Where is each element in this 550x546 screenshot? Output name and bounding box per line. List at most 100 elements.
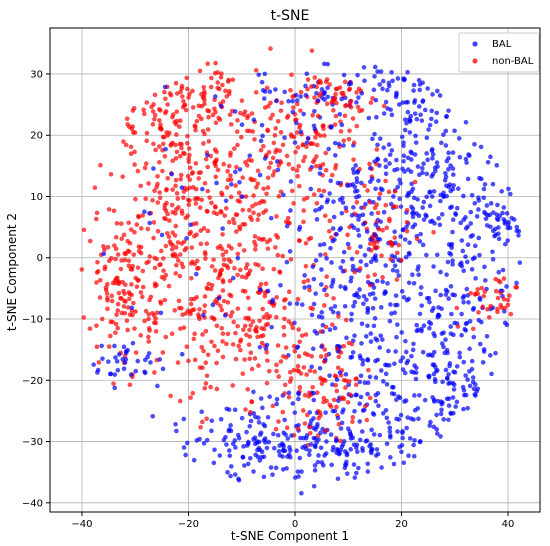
non-bal-point [190, 185, 196, 190]
non-bal-point [259, 237, 264, 242]
bal-point [415, 267, 420, 272]
bal-point [504, 284, 509, 289]
non-bal-point [255, 181, 261, 186]
bal-point [441, 417, 447, 422]
bal-point [427, 325, 432, 331]
non-bal-point [142, 165, 148, 171]
bal-point [268, 465, 274, 470]
bal-point [438, 292, 444, 298]
non-bal-point [367, 241, 373, 247]
non-bal-point [252, 137, 257, 142]
bal-point [255, 454, 261, 460]
bal-point [212, 447, 217, 453]
non-bal-point [161, 268, 166, 274]
bal-point [348, 278, 354, 284]
non-bal-point [150, 122, 156, 127]
non-bal-point [225, 168, 230, 174]
bal-point [451, 382, 457, 388]
non-bal-point [174, 263, 179, 268]
bal-point [416, 77, 422, 83]
bal-point [485, 159, 491, 165]
bal-point [414, 322, 420, 328]
bal-point [319, 310, 325, 315]
non-bal-point [323, 79, 329, 85]
non-bal-point [300, 142, 306, 148]
non-bal-point [138, 226, 144, 231]
non-bal-point [124, 318, 130, 323]
bal-point [404, 297, 410, 303]
bal-point [225, 470, 230, 475]
non-bal-point [342, 79, 348, 85]
non-bal-point [201, 141, 206, 146]
non-bal-point [170, 187, 175, 192]
bal-point [312, 463, 318, 468]
bal-point [421, 323, 427, 328]
bal-point [502, 241, 508, 247]
non-bal-point [155, 229, 161, 234]
non-bal-point [326, 228, 332, 234]
bal-point [422, 397, 428, 403]
bal-point [501, 217, 507, 222]
bal-point [402, 117, 408, 122]
non-bal-point [221, 161, 226, 167]
bal-point [395, 166, 400, 172]
bal-point [365, 391, 370, 397]
bal-point [468, 209, 474, 215]
non-bal-point [341, 343, 347, 349]
bal-point [425, 157, 430, 163]
bal-point [361, 301, 366, 307]
non-bal-point [163, 216, 168, 222]
non-bal-point [177, 273, 183, 279]
non-bal-point [289, 188, 295, 194]
non-bal-point [305, 195, 310, 201]
bal-point [479, 319, 484, 325]
bal-point [384, 415, 390, 421]
non-bal-point [202, 294, 208, 299]
non-bal-point [265, 315, 271, 321]
non-bal-point [203, 381, 209, 386]
bal-point [287, 249, 293, 254]
bal-point [501, 205, 507, 210]
bal-point [232, 472, 238, 477]
non-bal-point [367, 395, 373, 401]
non-bal-point [233, 212, 239, 217]
non-bal-point [127, 296, 132, 302]
non-bal-point [223, 249, 229, 255]
bal-point [356, 233, 362, 238]
bal-point [427, 190, 432, 195]
non-bal-point [174, 118, 180, 124]
non-bal-point [323, 252, 328, 257]
non-bal-point [198, 228, 204, 233]
non-bal-point [215, 167, 221, 173]
bal-point [362, 252, 368, 258]
non-bal-point [207, 195, 212, 200]
non-bal-point [302, 392, 308, 398]
non-bal-point [187, 177, 193, 182]
non-bal-point [160, 350, 166, 355]
bal-point [286, 390, 292, 396]
bal-point [442, 350, 448, 356]
non-bal-point [144, 130, 150, 136]
non-bal-point [321, 359, 327, 364]
bal-point [99, 343, 104, 349]
non-bal-point [286, 394, 292, 400]
non-bal-point [231, 216, 236, 222]
bal-point [371, 87, 377, 93]
non-bal-point [295, 101, 300, 107]
bal-point [514, 228, 520, 234]
non-bal-point [265, 175, 271, 181]
non-bal-point [309, 48, 315, 53]
non-bal-point [146, 312, 152, 317]
bal-point [388, 107, 393, 112]
bal-point [460, 295, 466, 301]
non-bal-point [297, 339, 303, 345]
non-bal-point [228, 173, 233, 178]
bal-point [324, 439, 329, 444]
bal-point [383, 157, 388, 163]
non-bal-point [193, 161, 199, 166]
non-bal-point [212, 70, 218, 76]
bal-point [421, 199, 427, 205]
non-bal-point [216, 275, 221, 281]
non-bal-point [278, 108, 284, 113]
non-bal-point [114, 221, 120, 226]
